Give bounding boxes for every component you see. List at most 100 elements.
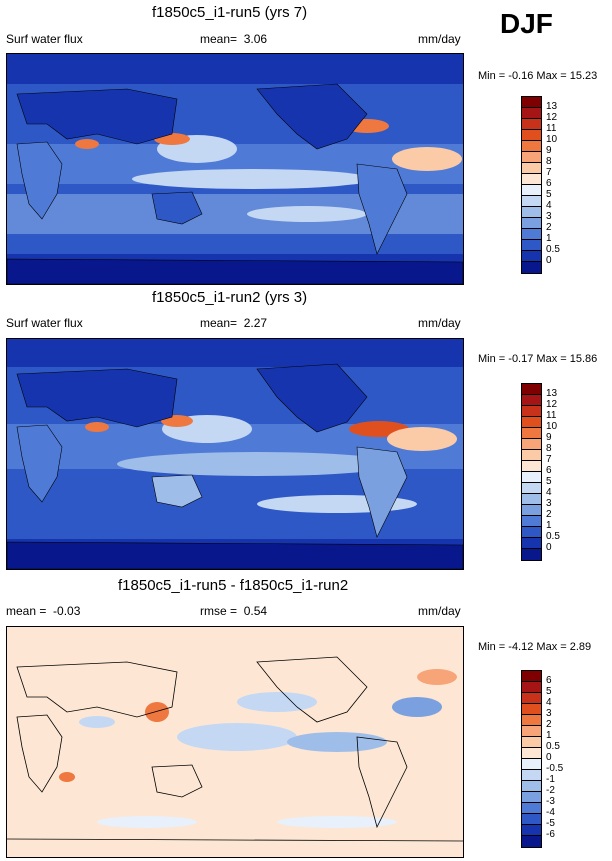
panel-1-variable-label: Surf water flux xyxy=(6,32,83,46)
colorbar-swatch xyxy=(522,671,541,682)
panel-2-mean: mean= 2.27 xyxy=(200,316,267,330)
colorbar-swatch xyxy=(522,781,541,792)
colorbar-swatch xyxy=(522,174,541,185)
colorbar-tick-label: 5 xyxy=(546,189,552,200)
panel-3-units: mm/day xyxy=(418,604,461,618)
colorbar-tick-label: 2 xyxy=(546,222,552,233)
colorbar-swatch xyxy=(522,483,541,494)
panel-2-mean-label: mean= xyxy=(200,316,238,330)
colorbar-tick-label: 3 xyxy=(546,498,552,509)
colorbar-tick-label: 3 xyxy=(546,211,552,222)
colorbar-swatch xyxy=(522,163,541,174)
colorbar-tick-label: -6 xyxy=(546,829,555,840)
panel-1-min-value: -0.16 xyxy=(508,70,534,82)
colorbar-swatch xyxy=(522,814,541,825)
panel-2-map xyxy=(6,338,464,570)
colorbar-tick-label: 6 xyxy=(546,675,552,686)
colorbar-tick-label: 5 xyxy=(546,686,552,697)
colorbar-tick-label: 7 xyxy=(546,167,552,178)
colorbar-tick-label: 13 xyxy=(546,101,558,112)
colorbar-tick-label: 9 xyxy=(546,432,552,443)
panel-3-min-value: -4.12 xyxy=(508,641,534,653)
colorbar-tick-label: -2 xyxy=(546,785,555,796)
colorbar-tick-label: 6 xyxy=(546,178,552,189)
panel-2-title: f1850c5_i1-run2 (yrs 3) xyxy=(152,289,308,306)
panel-1-max-label: Max = xyxy=(536,70,567,82)
colorbar-tick-label: -1 xyxy=(546,774,555,785)
panel-3-rmse: rmse = 0.54 xyxy=(200,604,267,618)
colorbar-swatch xyxy=(522,494,541,505)
colorbar-tick-label: 6 xyxy=(546,465,552,476)
colorbar-tick-label: 9 xyxy=(546,145,552,156)
colorbar-swatch xyxy=(522,704,541,715)
colorbar-tick-label: -3 xyxy=(546,796,555,807)
colorbar-tick-label: 1 xyxy=(546,520,552,531)
panel-3-rmse-label: rmse = xyxy=(200,604,238,618)
panel-1-mean: mean= 3.06 xyxy=(200,32,267,46)
colorbar-swatch xyxy=(522,792,541,803)
colorbar-tick-label: 7 xyxy=(546,454,552,465)
panel-3-rmse-value: 0.54 xyxy=(243,604,268,618)
colorbar-tick-label: 10 xyxy=(546,421,558,432)
colorbar-swatch xyxy=(522,395,541,406)
colorbar-tick-label: 0 xyxy=(546,752,552,763)
colorbar-swatch xyxy=(522,549,541,560)
panel-3-mean-value: -0.03 xyxy=(53,604,81,618)
panel-1-min-label: Min = xyxy=(478,70,506,82)
colorbar-tick-label: -4 xyxy=(546,807,555,818)
panel-3-map xyxy=(6,626,464,858)
colorbar-swatch xyxy=(522,428,541,439)
panel-2-max-label: Max = xyxy=(536,353,567,365)
colorbar-swatch xyxy=(522,461,541,472)
colorbar-swatch xyxy=(522,185,541,196)
colorbar-tick-label: -0.5 xyxy=(546,763,564,774)
colorbar-tick-label: 0 xyxy=(546,255,552,266)
colorbar-tick-label: 0.5 xyxy=(546,244,560,255)
colorbar-swatch xyxy=(522,141,541,152)
panel-3-colorbar xyxy=(521,670,542,848)
colorbar-tick-label: 0.5 xyxy=(546,741,560,752)
colorbar-tick-label: 0.5 xyxy=(546,531,560,542)
colorbar-tick-label: 1 xyxy=(546,233,552,244)
panel-2-units: mm/day xyxy=(418,316,461,330)
colorbar-swatch xyxy=(522,748,541,759)
panel-1-colorbar xyxy=(521,96,542,274)
panel-1-max-value: 15.23 xyxy=(569,70,598,82)
colorbar-swatch xyxy=(522,825,541,836)
colorbar-swatch xyxy=(522,538,541,549)
panel-1-mean-label: mean= xyxy=(200,32,238,46)
panel-2-min-label: Min = xyxy=(478,353,506,365)
colorbar-swatch xyxy=(522,108,541,119)
colorbar-swatch xyxy=(522,472,541,483)
colorbar-tick-label: 5 xyxy=(546,476,552,487)
panel-3-mean: mean = -0.03 xyxy=(6,604,80,618)
panel-3-minmax: Min = -4.12 Max = 2.89 xyxy=(478,641,591,653)
colorbar-swatch xyxy=(522,516,541,527)
colorbar-swatch xyxy=(522,207,541,218)
colorbar-swatch xyxy=(522,505,541,516)
colorbar-swatch xyxy=(522,229,541,240)
colorbar-tick-label: 2 xyxy=(546,509,552,520)
colorbar-tick-label: 4 xyxy=(546,487,552,498)
colorbar-swatch xyxy=(522,450,541,461)
colorbar-tick-label: -5 xyxy=(546,818,555,829)
colorbar-swatch xyxy=(522,682,541,693)
panel-2-variable-label: Surf water flux xyxy=(6,316,83,330)
colorbar-swatch xyxy=(522,759,541,770)
colorbar-swatch xyxy=(522,715,541,726)
colorbar-swatch xyxy=(522,527,541,538)
colorbar-tick-label: 4 xyxy=(546,200,552,211)
colorbar-swatch xyxy=(522,803,541,814)
colorbar-tick-label: 8 xyxy=(546,443,552,454)
panel-2-minmax: Min = -0.17 Max = 15.86 xyxy=(478,353,597,365)
panel-3-min-label: Min = xyxy=(478,641,506,653)
colorbar-swatch xyxy=(522,152,541,163)
colorbar-tick-label: 4 xyxy=(546,697,552,708)
colorbar-tick-label: 11 xyxy=(546,410,557,421)
panel-3-max-label: Max = xyxy=(536,641,567,653)
panel-1-minmax: Min = -0.16 Max = 15.23 xyxy=(478,70,597,82)
colorbar-tick-label: 12 xyxy=(546,112,558,123)
panel-2-colorbar xyxy=(521,383,542,561)
colorbar-swatch xyxy=(522,417,541,428)
panel-2-map-svg xyxy=(7,339,463,569)
